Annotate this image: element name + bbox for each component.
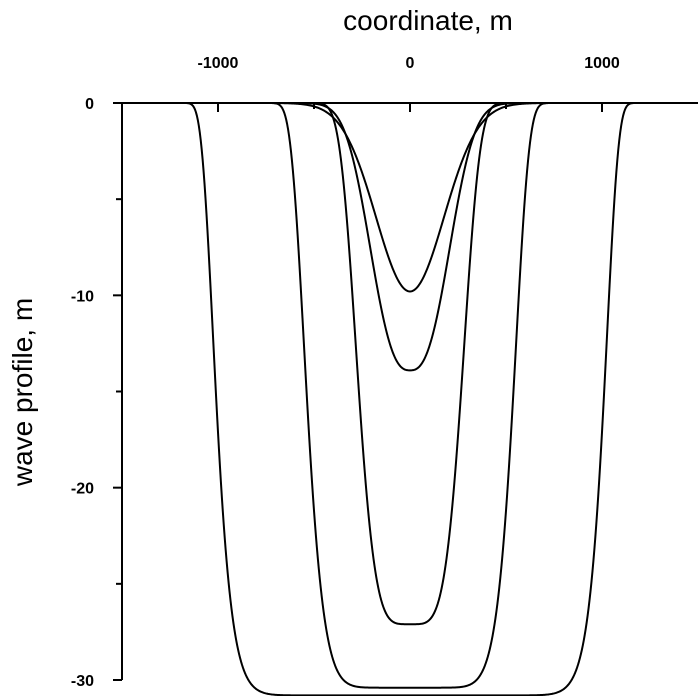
series-line-3 <box>121 102 698 626</box>
x-tick-label: 0 <box>406 55 415 72</box>
y-tick-label: -30 <box>71 673 94 690</box>
y-tick-label: -20 <box>71 481 94 498</box>
series-line-4 <box>121 102 698 689</box>
series-line-5 <box>121 102 698 696</box>
y-axis-title: wave profile, m <box>7 298 38 487</box>
y-tick-label: 0 <box>85 96 94 113</box>
y-tick-label: -10 <box>71 288 94 305</box>
x-tick-label: 1000 <box>584 55 620 72</box>
x-axis-title: coordinate, m <box>343 5 513 36</box>
axes: -1000 0 1000 0 -10 -20 -30 <box>71 55 698 690</box>
labels: coordinate, m wave profile, m <box>7 5 513 487</box>
x-tick-label: -1000 <box>198 55 239 72</box>
curves <box>121 102 698 696</box>
